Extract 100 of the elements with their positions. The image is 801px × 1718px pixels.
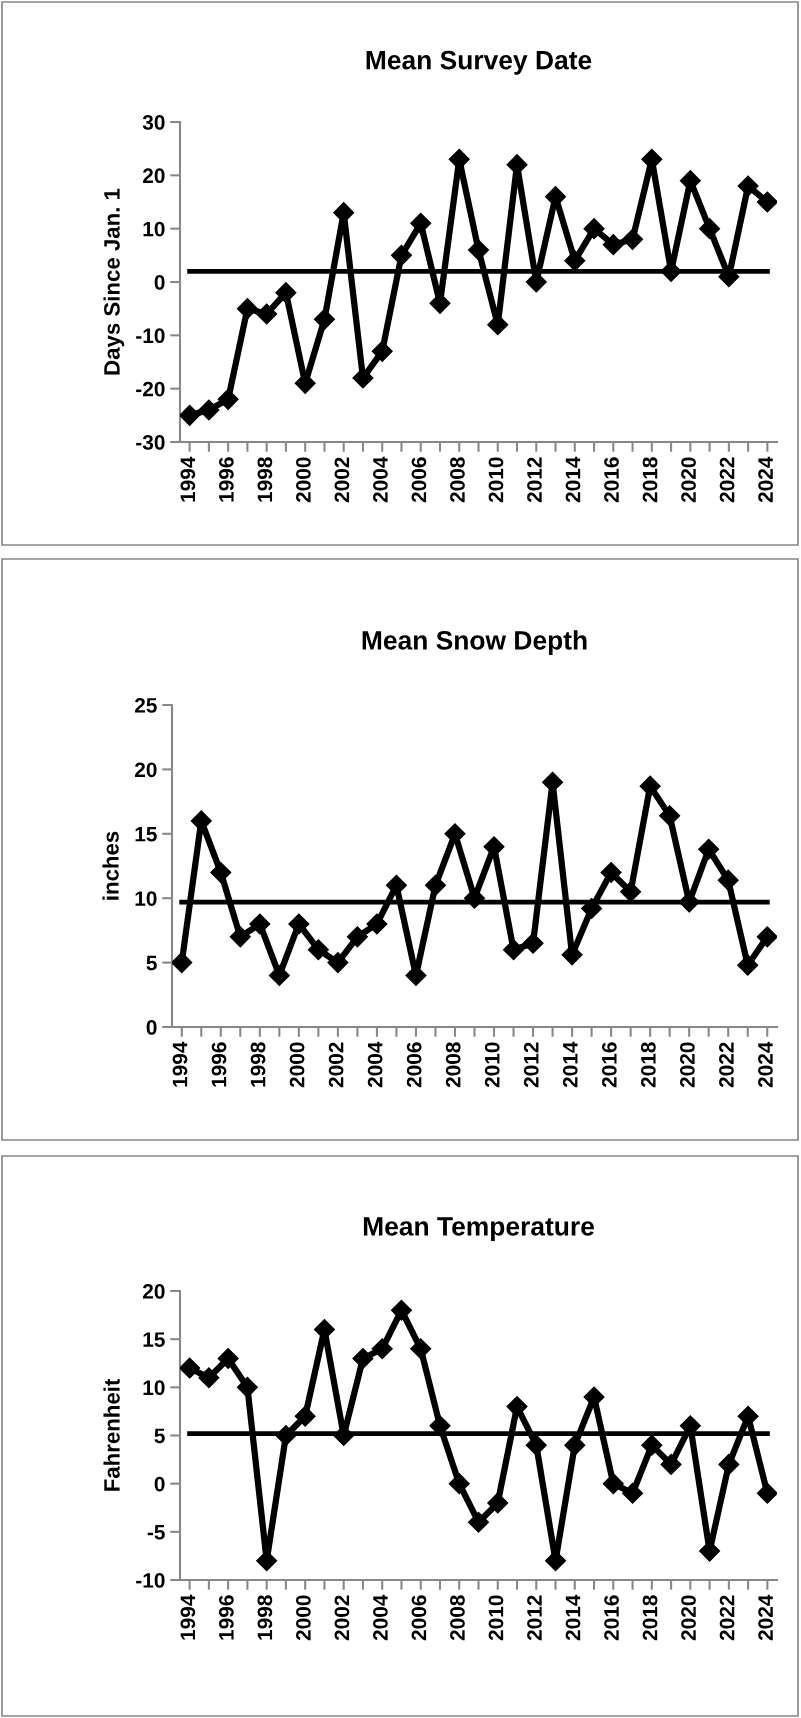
- point: [717, 869, 739, 891]
- x-tick-label: 1998: [250, 1042, 266, 1087]
- point: [448, 148, 470, 170]
- y-tick-label: 5: [154, 1428, 165, 1444]
- x-tick-label: 2006: [411, 457, 427, 503]
- point: [390, 244, 412, 266]
- x-tick-label: 1996: [211, 1042, 227, 1087]
- y-tick-label: 15: [143, 1332, 165, 1347]
- point: [352, 1347, 374, 1369]
- chart-title: Mean Snow Depth: [362, 630, 587, 655]
- point: [275, 282, 297, 304]
- point: [268, 964, 290, 986]
- point: [699, 218, 721, 240]
- point: [564, 250, 586, 272]
- x-tick-label: 2020: [681, 457, 696, 503]
- point: [236, 298, 258, 320]
- x-tick-label: 2006: [406, 1042, 422, 1088]
- x-tick-label: 2022: [719, 1042, 734, 1088]
- x-tick-label: 2008: [445, 1042, 461, 1088]
- point: [467, 1511, 490, 1533]
- y-tick-label: 30: [142, 115, 165, 130]
- y-tick-label: -20: [136, 381, 165, 397]
- point: [229, 926, 251, 948]
- x-tick-label: 2012: [527, 457, 542, 503]
- point: [180, 404, 201, 426]
- x-tick-label: 2020: [681, 1595, 696, 1641]
- x-tick-label: 2004: [373, 1594, 388, 1641]
- point: [737, 954, 759, 976]
- point: [756, 1482, 777, 1504]
- point: [198, 1367, 220, 1389]
- x-tick-label: 2000: [289, 1042, 305, 1088]
- x-tick-label: 2016: [601, 1042, 617, 1088]
- y-tick-label: -10: [136, 1573, 165, 1588]
- y-tick-label: 0: [146, 1020, 157, 1035]
- point: [327, 952, 349, 974]
- point: [210, 861, 232, 883]
- x-tick-label: 1994: [172, 1041, 188, 1087]
- y-axis-title: inches: [102, 831, 119, 900]
- x-tick-label: 2012: [523, 1042, 539, 1088]
- x-tick-label: 2008: [450, 457, 465, 503]
- y-tick-label: 5: [146, 955, 157, 971]
- x-tick-label: 2014: [565, 456, 581, 503]
- x-tick-label: 2000: [296, 1595, 311, 1641]
- point: [444, 823, 466, 845]
- x-tick-label: 2022: [719, 457, 735, 503]
- x-tick-label: 1996: [218, 1595, 234, 1640]
- point: [756, 191, 777, 213]
- x-tick-label: 2012: [527, 1595, 542, 1641]
- point: [641, 1434, 663, 1456]
- point: [410, 212, 432, 234]
- chart-title: Mean Temperature: [363, 1217, 594, 1241]
- point: [424, 874, 446, 896]
- point: [506, 1396, 528, 1418]
- point: [660, 1453, 682, 1475]
- point: [756, 926, 777, 948]
- x-tick-label: 2002: [328, 1042, 344, 1088]
- y-tick-label: 10: [143, 1380, 165, 1396]
- x-tick-label: 2010: [484, 1042, 500, 1088]
- point: [429, 1415, 451, 1437]
- x-tick-label: 2016: [604, 457, 619, 503]
- y-axis-title: Fahrenheit: [103, 1378, 120, 1491]
- point: [542, 771, 564, 793]
- point: [503, 939, 525, 961]
- y-tick-label: 25: [134, 698, 157, 713]
- point: [180, 1357, 201, 1379]
- x-tick-label: 2004: [367, 1041, 383, 1088]
- x-tick-label: 2024: [758, 1594, 773, 1641]
- y-tick-label: -30: [136, 435, 165, 450]
- point: [371, 340, 393, 362]
- x-tick-label: 1994: [180, 456, 196, 502]
- point: [602, 1473, 624, 1495]
- x-tick-label: 1998: [257, 1595, 273, 1640]
- point: [487, 314, 509, 336]
- point: [313, 308, 335, 330]
- point: [622, 1482, 644, 1504]
- x-tick-label: 2008: [450, 1595, 465, 1641]
- y-tick-label: -10: [136, 328, 165, 344]
- point: [371, 1338, 393, 1360]
- point: [564, 1434, 586, 1456]
- point: [172, 952, 193, 974]
- point: [249, 913, 271, 935]
- x-tick-label: 1998: [257, 457, 273, 502]
- x-tick-label: 2006: [411, 1595, 427, 1641]
- y-tick-label: 20: [142, 168, 165, 184]
- point: [256, 303, 278, 325]
- point: [620, 881, 642, 903]
- point: [639, 775, 661, 797]
- point: [522, 932, 544, 954]
- x-tick-label: 2022: [719, 1595, 735, 1641]
- point: [737, 175, 759, 197]
- x-tick-label: 2016: [604, 1595, 619, 1641]
- chart-title: Mean Survey Date: [366, 50, 592, 75]
- y-tick-label: 10: [143, 221, 165, 237]
- point: [622, 228, 644, 250]
- point: [525, 1434, 547, 1456]
- y-axis-title: Days Since Jan. 1: [103, 188, 125, 375]
- x-tick-label: 2004: [373, 456, 388, 503]
- point: [275, 1424, 297, 1447]
- point: [718, 1453, 740, 1475]
- x-tick-label: 2018: [642, 1595, 658, 1641]
